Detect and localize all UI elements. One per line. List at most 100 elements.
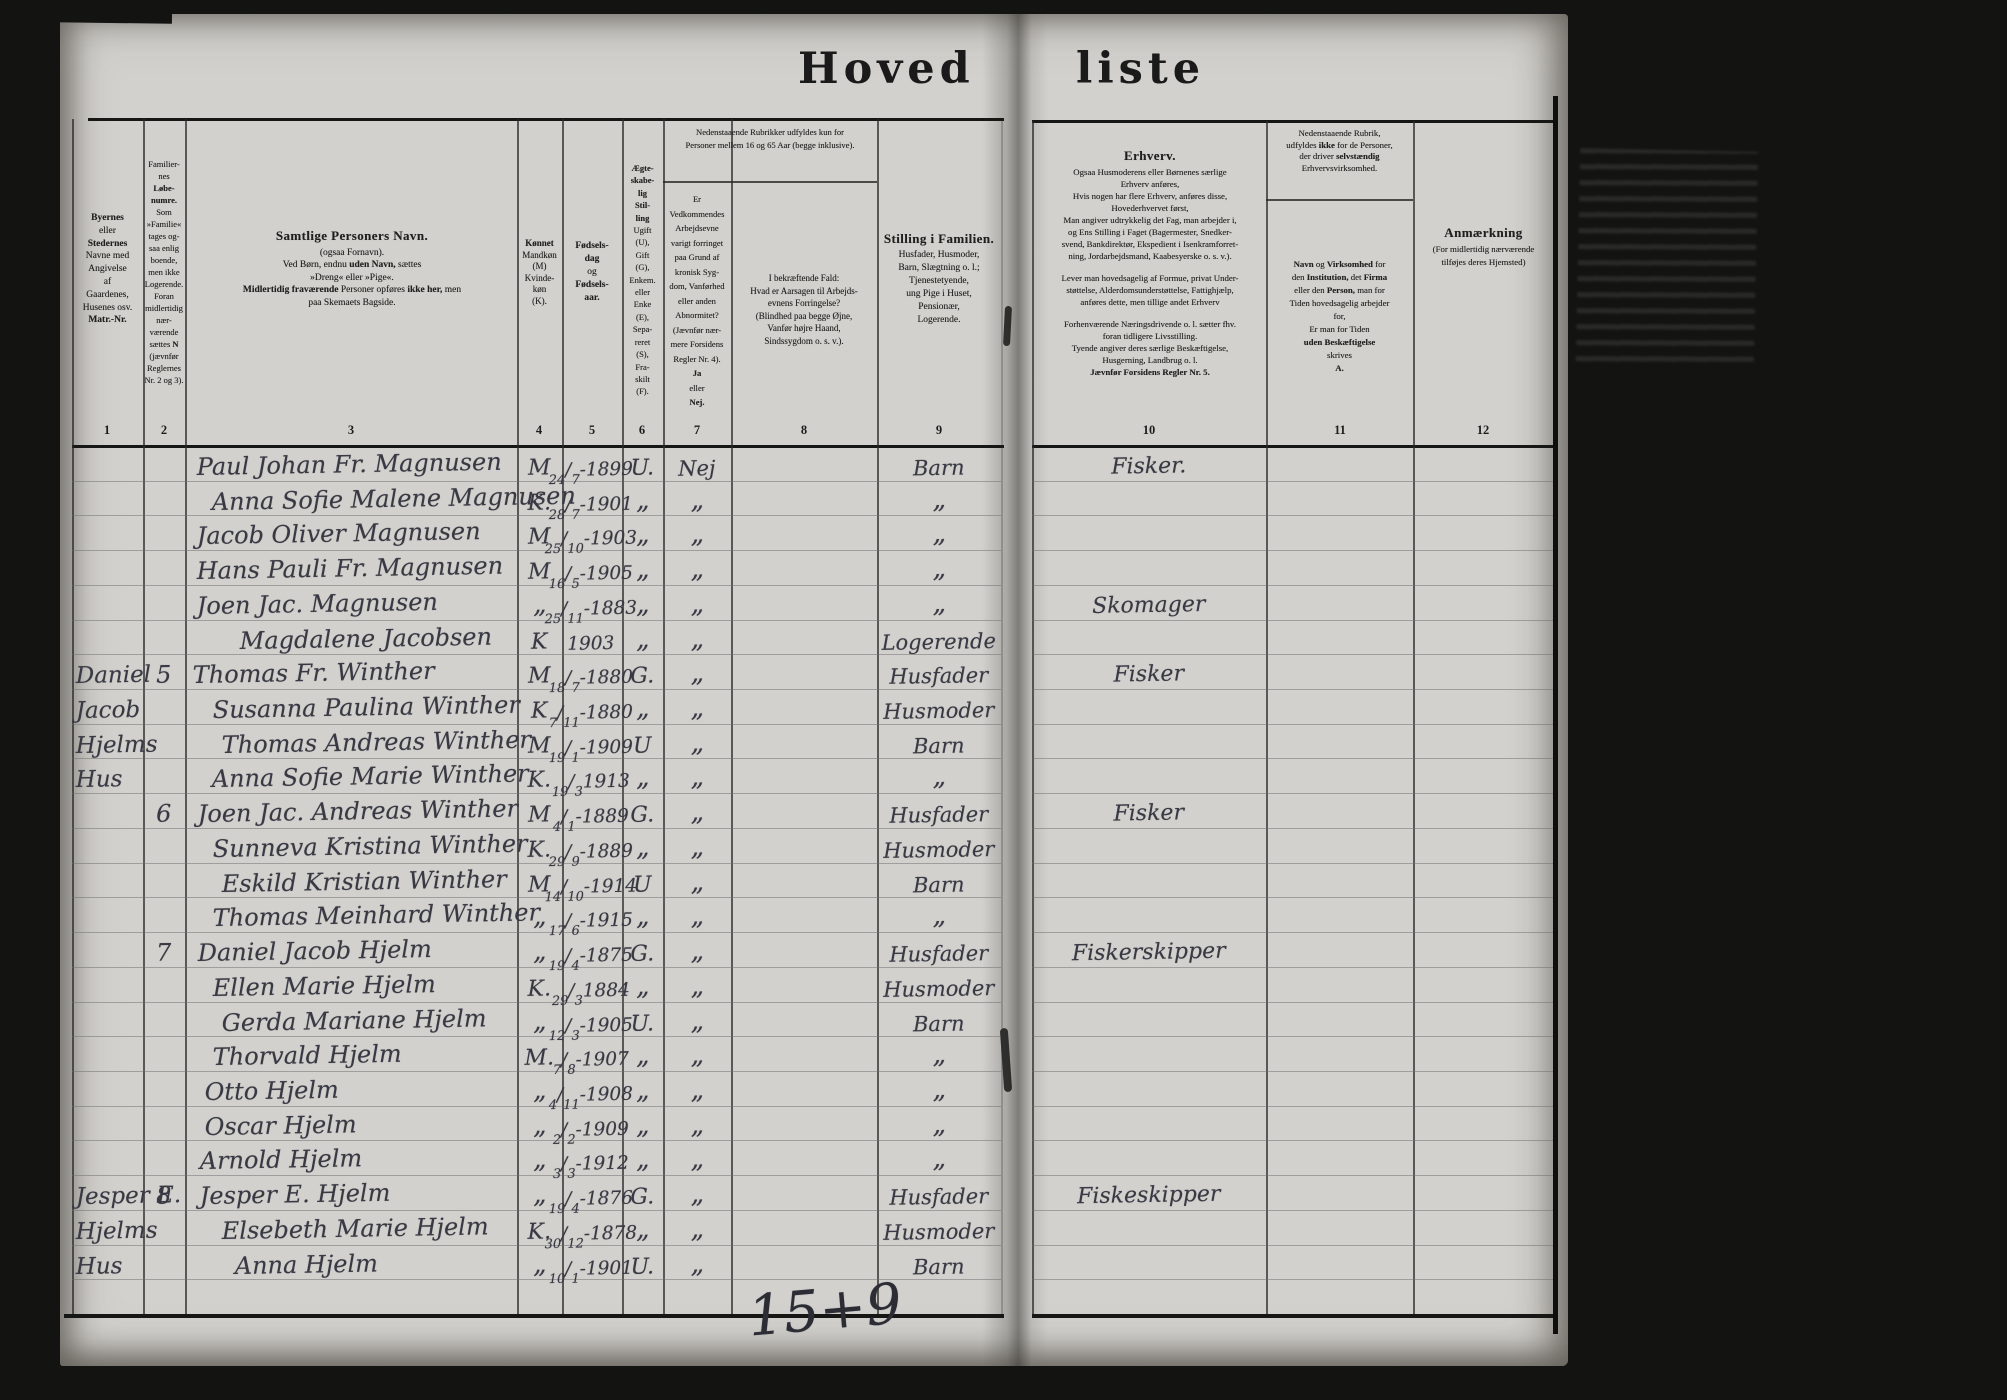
cell-birthdate: 19/4 -1876 bbox=[548, 1187, 634, 1217]
cell-family-number: 7 bbox=[155, 938, 172, 967]
row-line bbox=[72, 966, 1001, 968]
header-note-cols-7-8: Nedenstaaende Rubrikker udfyldes kun for… bbox=[664, 126, 876, 152]
header-line: (U), bbox=[635, 237, 650, 248]
row-line bbox=[72, 1279, 1001, 1281]
cell-family-position: Husmoder bbox=[883, 836, 995, 863]
column-divider bbox=[143, 119, 145, 1314]
header-line: ling bbox=[635, 212, 650, 223]
header-line: (M) bbox=[532, 261, 547, 271]
cell-name: Hans Pauli Fr. Magnusen bbox=[196, 551, 504, 585]
header-line: eller den Person, man for bbox=[1294, 285, 1385, 295]
cell-name: Susanna Paulina Winther bbox=[212, 690, 521, 724]
cell-place: Hus bbox=[75, 1252, 123, 1280]
row-line bbox=[1032, 480, 1553, 482]
row-line bbox=[1032, 654, 1553, 656]
cell-family-position: Husfader bbox=[889, 940, 989, 967]
cell-family-position: Logerende bbox=[881, 628, 997, 655]
row-line bbox=[1032, 1036, 1553, 1038]
header-col-sex: Kønnet Mandkøn (M) Kvinde-køn (K). bbox=[517, 238, 562, 307]
column-divider bbox=[1001, 119, 1003, 1314]
header-line: værende bbox=[149, 327, 179, 337]
header-line: Byernes bbox=[91, 213, 124, 223]
row-line bbox=[72, 1036, 1001, 1038]
cell-occupation: Fisker bbox=[1113, 661, 1185, 688]
column-number: 4 bbox=[535, 423, 543, 437]
column-number: 10 bbox=[1142, 423, 1156, 437]
cell-work-ability: „ bbox=[690, 693, 704, 724]
header-line: skrives bbox=[1327, 350, 1352, 360]
row-line bbox=[72, 584, 1001, 586]
row-line bbox=[1032, 619, 1553, 621]
header-line: Nedenstaaende Rubrik, bbox=[1298, 128, 1381, 138]
header-line: Anmærkning bbox=[1444, 225, 1523, 240]
cell-place: Hus bbox=[75, 766, 123, 794]
header-line: saa enlig bbox=[149, 243, 179, 253]
row-line bbox=[72, 550, 1001, 552]
cell-family-position: Barn bbox=[912, 871, 965, 897]
row-line bbox=[72, 827, 1001, 829]
cell-family-position: „ bbox=[932, 761, 946, 793]
header-line: Logerende. bbox=[917, 315, 961, 325]
header-line: Hvad er Aarsagen til Arbejds- bbox=[750, 285, 858, 296]
header-line: (K). bbox=[532, 295, 547, 306]
header-line: den Institution, det Firma bbox=[1291, 272, 1388, 282]
header-line: Ogsaa Husmoderens eller Børnenes særlige bbox=[1073, 167, 1227, 177]
table-rule bbox=[1266, 199, 1413, 201]
header-line: der driver selvstændig bbox=[1299, 151, 1380, 161]
header-line: »Familie« bbox=[146, 219, 182, 229]
header-line: dom, Vanførhed bbox=[669, 281, 725, 291]
header-line: varigt forringet bbox=[670, 237, 724, 248]
header-line: Ægte- bbox=[631, 163, 654, 173]
header-line: Samtlige Personers Navn. bbox=[275, 228, 429, 243]
header-line: ung Pige i Huset, bbox=[906, 289, 972, 299]
row-line bbox=[1032, 1070, 1553, 1072]
cell-birthdate: 25/11-1883 bbox=[545, 597, 638, 627]
header-line: Arbejdsevne bbox=[675, 223, 719, 233]
cell-marital-status: „ bbox=[635, 1214, 649, 1245]
header-col-cause: I bekræftende Fald: Hvad er Aarsagen til … bbox=[732, 272, 876, 347]
column-divider bbox=[517, 119, 519, 1314]
cell-birthdate: 14/10-1914 bbox=[545, 874, 638, 905]
header-line: (Blindhed paa begge Øjne, bbox=[755, 310, 853, 321]
header-line: køn bbox=[532, 284, 547, 294]
header-line: Kønnet bbox=[525, 238, 554, 248]
table-rule bbox=[1032, 1314, 1553, 1318]
column-divider bbox=[1413, 121, 1415, 1314]
cell-work-ability: „ bbox=[690, 1179, 704, 1210]
cell-marital-status: „ bbox=[635, 1144, 649, 1175]
cell-name: Anna Hjelm bbox=[234, 1248, 379, 1280]
cell-name: Thorvald Hjelm bbox=[212, 1039, 402, 1071]
cell-work-ability: „ bbox=[690, 554, 704, 585]
cell-family-position: Husfader bbox=[889, 1183, 989, 1210]
cell-work-ability: „ bbox=[690, 1248, 704, 1279]
cell-marital-status: G. bbox=[630, 802, 655, 828]
cell-birthdate: 19/4 -1875 bbox=[548, 944, 634, 974]
cell-family-position: „ bbox=[932, 518, 946, 550]
cell-work-ability: „ bbox=[690, 831, 704, 863]
row-line bbox=[72, 758, 1001, 760]
row-line bbox=[72, 862, 1001, 864]
header-line: Angivelse bbox=[88, 264, 127, 275]
header-col-position: Stilling i Familien. Husfader, Husmoder, B… bbox=[878, 232, 1000, 327]
cell-work-ability: „ bbox=[690, 901, 704, 932]
row-line bbox=[1032, 723, 1553, 725]
header-col-birth: Fødsels-dag og Fødsels-aar. bbox=[562, 240, 622, 305]
header-line: Tiden hovedsagelig arbejder bbox=[1289, 298, 1390, 308]
cell-name: Ellen Marie Hjelm bbox=[212, 969, 436, 1002]
header-line: eller bbox=[634, 287, 651, 298]
cell-birthdate: 4/11-1908 bbox=[549, 1083, 634, 1113]
header-line: støttelse, Alderdomsunderstøttelse, Fatt… bbox=[1066, 285, 1234, 295]
header-line: Matr.-Nr. bbox=[88, 315, 127, 326]
row-line bbox=[1032, 862, 1553, 864]
row-line bbox=[1032, 827, 1553, 829]
cell-work-ability: „ bbox=[690, 936, 704, 967]
cell-family-position: „ bbox=[932, 1039, 946, 1070]
column-divider bbox=[1032, 121, 1034, 1314]
header-line: svend, Bankdirektør, Ekspedient i Isenkr… bbox=[1061, 239, 1239, 249]
header-line: Logerende. bbox=[144, 279, 184, 289]
cell-family-position: „ bbox=[932, 1109, 946, 1140]
row-line bbox=[72, 1209, 1001, 1211]
cell-work-ability: Nej bbox=[677, 455, 716, 481]
cell-birthdate: 7/8 -1907 bbox=[552, 1048, 630, 1078]
cell-work-ability: „ bbox=[690, 588, 704, 620]
